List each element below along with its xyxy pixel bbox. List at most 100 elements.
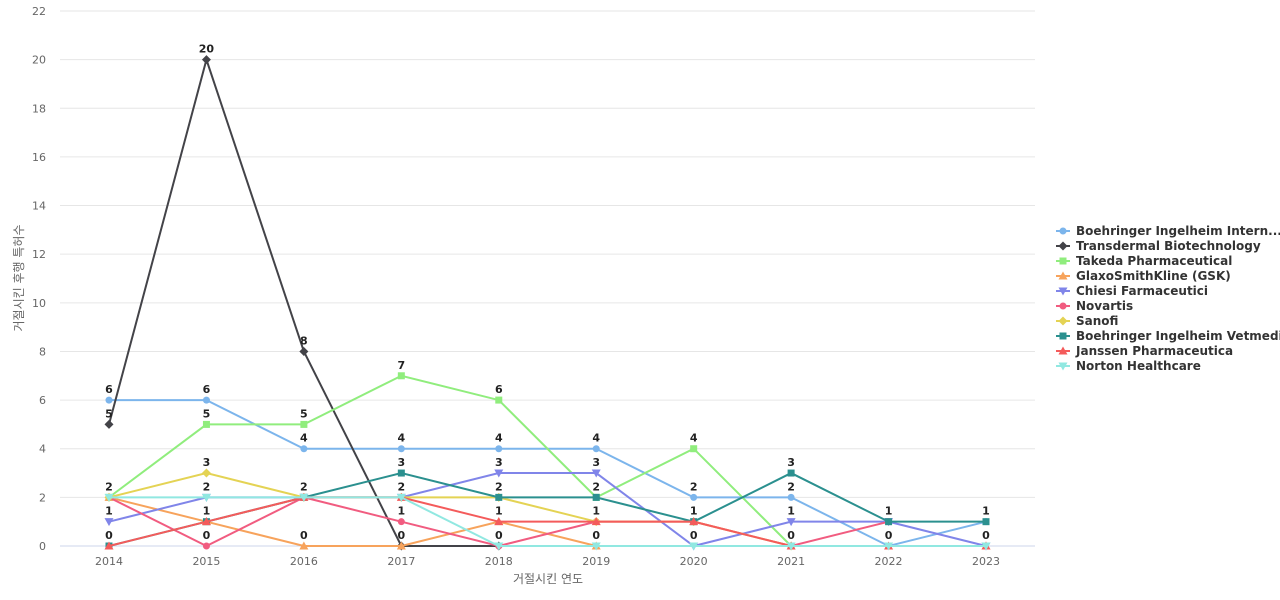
legend-label: Novartis — [1076, 299, 1133, 313]
legend-item[interactable]: Sanofi — [1056, 314, 1118, 328]
data-label: 3 — [592, 456, 600, 469]
legend-item[interactable]: Takeda Pharmaceutical — [1056, 254, 1232, 268]
legend-item[interactable]: Boehringer Ingelheim Vetmedica — [1056, 329, 1280, 343]
data-point[interactable] — [494, 517, 504, 526]
data-point[interactable] — [396, 541, 406, 550]
data-point[interactable] — [494, 542, 504, 551]
legend-label: Chiesi Farmaceutici — [1076, 284, 1208, 298]
data-label: 1 — [105, 505, 113, 518]
data-point[interactable] — [201, 55, 211, 65]
legend-marker — [1059, 227, 1067, 235]
data-label: 2 — [203, 480, 211, 493]
data-point[interactable] — [787, 469, 795, 477]
data-label: 2 — [495, 480, 503, 493]
data-label: 20 — [199, 43, 215, 56]
data-point[interactable] — [494, 469, 504, 478]
data-point[interactable] — [787, 493, 795, 501]
legend-item[interactable]: GlaxoSmithKline (GSK) — [1056, 269, 1231, 283]
data-point[interactable] — [396, 493, 406, 502]
data-label: 1 — [398, 505, 406, 518]
legend-item[interactable]: Norton Healthcare — [1056, 359, 1201, 373]
legend-marker — [1058, 316, 1068, 326]
data-point[interactable] — [884, 542, 894, 551]
data-point[interactable] — [885, 518, 893, 526]
x-tick-label: 2021 — [777, 555, 805, 568]
y-tick-label: 8 — [39, 345, 46, 358]
series-line — [108, 496, 597, 547]
data-point[interactable] — [786, 542, 796, 551]
x-tick-label: 2014 — [95, 555, 123, 568]
legend-label: Takeda Pharmaceutical — [1076, 254, 1232, 268]
data-label: 6 — [495, 383, 503, 396]
data-point[interactable] — [786, 518, 796, 527]
x-axis-ticks: 2014 2015 2016 2017 2018 2019 2020 2021 2022 2023 — [95, 555, 1000, 568]
data-point[interactable] — [104, 518, 114, 527]
data-point[interactable] — [982, 518, 990, 526]
data-point[interactable] — [592, 445, 600, 453]
data-labels: 6521020653210854207432106432104321042103… — [105, 43, 990, 542]
data-point[interactable] — [495, 396, 503, 404]
data-label: 6 — [203, 383, 211, 396]
legend-item[interactable]: Transdermal Biotechnology — [1056, 239, 1261, 253]
data-point[interactable] — [690, 445, 698, 453]
legend-marker — [1058, 271, 1068, 280]
data-label: 1 — [203, 505, 211, 518]
data-point[interactable] — [397, 469, 405, 477]
legend-marker — [1059, 332, 1067, 340]
data-label: 3 — [495, 456, 503, 469]
data-point[interactable] — [299, 493, 309, 502]
legend-marker — [1058, 241, 1068, 251]
legend-item[interactable]: Novartis — [1056, 299, 1133, 313]
data-point[interactable] — [981, 542, 991, 551]
data-label: 5 — [300, 407, 308, 420]
data-point[interactable] — [397, 445, 405, 453]
data-label: 1 — [495, 505, 503, 518]
data-label: 2 — [787, 480, 795, 493]
data-point[interactable] — [300, 420, 308, 428]
data-point[interactable] — [591, 469, 601, 478]
data-point[interactable] — [105, 396, 113, 404]
x-tick-label: 2016 — [290, 555, 318, 568]
legend-item[interactable]: Boehringer Ingelheim Intern... — [1056, 224, 1280, 238]
series-line — [109, 496, 986, 547]
data-point[interactable] — [689, 517, 699, 526]
data-point[interactable] — [300, 445, 308, 453]
data-point[interactable] — [201, 517, 211, 526]
data-point[interactable] — [202, 396, 210, 404]
legend-item[interactable]: Janssen Pharmaceutica — [1056, 344, 1233, 358]
data-label: 1 — [885, 505, 893, 518]
data-point[interactable] — [104, 493, 114, 502]
data-point[interactable] — [104, 419, 114, 429]
data-label: 3 — [398, 456, 406, 469]
data-point[interactable] — [299, 346, 309, 356]
legend-label: GlaxoSmithKline (GSK) — [1076, 269, 1231, 283]
legend-item[interactable]: Chiesi Farmaceutici — [1056, 284, 1208, 298]
data-point[interactable] — [591, 542, 601, 551]
data-point[interactable] — [689, 542, 699, 551]
y-tick-label: 18 — [32, 102, 46, 115]
data-label: 0 — [105, 529, 113, 542]
x-tick-label: 2015 — [192, 555, 220, 568]
data-label: 4 — [398, 432, 406, 445]
data-point[interactable] — [104, 541, 114, 550]
x-tick-label: 2023 — [972, 555, 1000, 568]
data-point[interactable] — [202, 420, 210, 428]
data-point[interactable] — [591, 517, 601, 526]
data-point[interactable] — [592, 493, 600, 501]
data-point[interactable] — [299, 541, 309, 550]
data-point[interactable] — [202, 542, 210, 550]
data-point[interactable] — [397, 372, 405, 380]
data-label: 2 — [690, 480, 698, 493]
data-label: 4 — [592, 432, 600, 445]
x-tick-label: 2018 — [485, 555, 513, 568]
data-point[interactable] — [495, 445, 503, 453]
series-10 — [104, 493, 991, 551]
data-point[interactable] — [201, 468, 211, 478]
y-tick-label: 6 — [39, 394, 46, 407]
data-point[interactable] — [397, 518, 405, 526]
data-label: 4 — [690, 432, 698, 445]
data-point[interactable] — [690, 493, 698, 501]
legend-marker — [1058, 346, 1068, 355]
data-point[interactable] — [201, 493, 211, 502]
data-point[interactable] — [495, 493, 503, 501]
